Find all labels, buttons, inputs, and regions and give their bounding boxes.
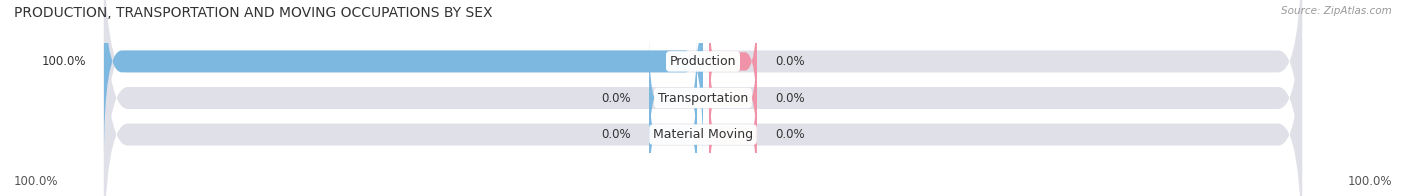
- FancyBboxPatch shape: [709, 34, 756, 162]
- FancyBboxPatch shape: [104, 0, 703, 160]
- FancyBboxPatch shape: [709, 71, 756, 196]
- Text: Production: Production: [669, 55, 737, 68]
- FancyBboxPatch shape: [650, 71, 697, 196]
- Text: Transportation: Transportation: [658, 92, 748, 104]
- Text: 100.0%: 100.0%: [1347, 175, 1392, 188]
- Text: Material Moving: Material Moving: [652, 128, 754, 141]
- Text: 100.0%: 100.0%: [14, 175, 59, 188]
- Text: 0.0%: 0.0%: [602, 128, 631, 141]
- Text: PRODUCTION, TRANSPORTATION AND MOVING OCCUPATIONS BY SEX: PRODUCTION, TRANSPORTATION AND MOVING OC…: [14, 6, 492, 20]
- Text: 0.0%: 0.0%: [775, 55, 804, 68]
- FancyBboxPatch shape: [104, 0, 1302, 196]
- Text: 0.0%: 0.0%: [775, 92, 804, 104]
- Text: Source: ZipAtlas.com: Source: ZipAtlas.com: [1281, 6, 1392, 16]
- FancyBboxPatch shape: [709, 0, 756, 125]
- FancyBboxPatch shape: [104, 0, 1302, 196]
- Text: 0.0%: 0.0%: [775, 128, 804, 141]
- FancyBboxPatch shape: [650, 34, 697, 162]
- Text: 100.0%: 100.0%: [41, 55, 86, 68]
- FancyBboxPatch shape: [104, 0, 1302, 196]
- Text: 0.0%: 0.0%: [602, 92, 631, 104]
